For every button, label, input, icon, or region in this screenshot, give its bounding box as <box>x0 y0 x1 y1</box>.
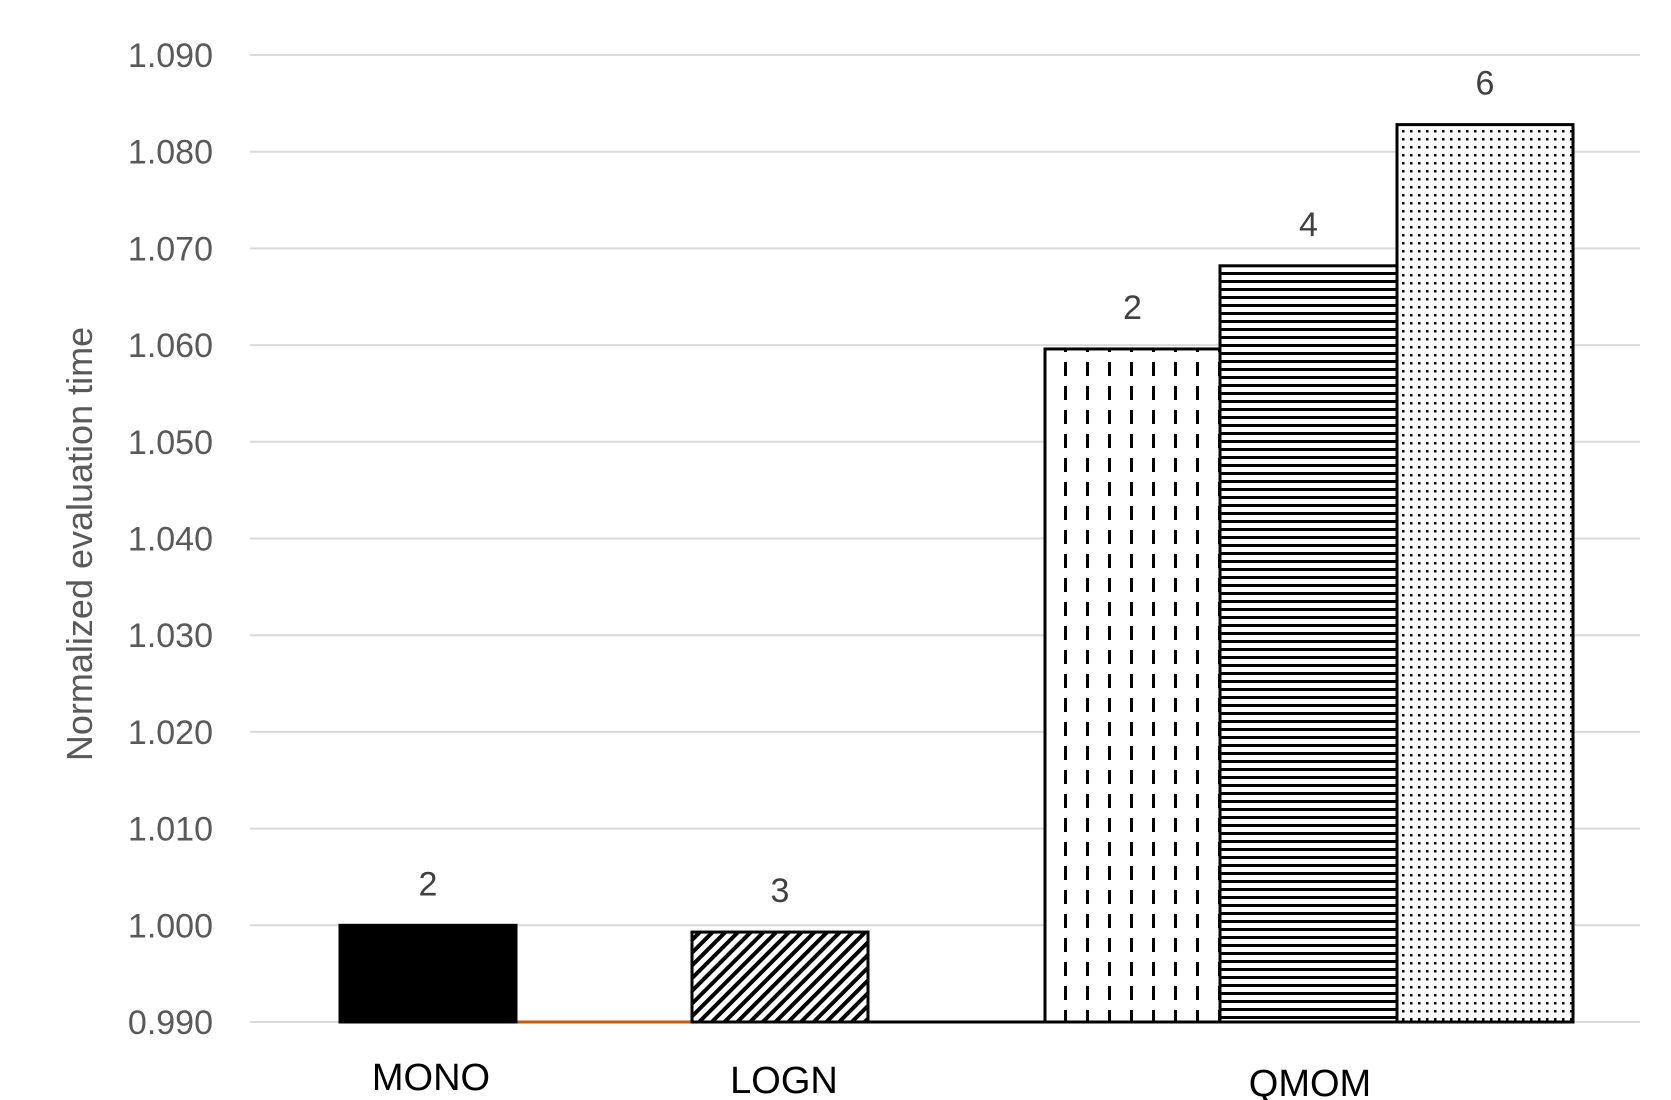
x-category-label: MONO <box>372 1057 490 1099</box>
y-tick-label: 1.050 <box>128 424 213 462</box>
x-axis-categories: MONO LOGN QMOM <box>372 1057 1371 1100</box>
y-tick-label: 1.040 <box>128 521 213 559</box>
y-tick-label: 0.990 <box>128 1004 213 1042</box>
y-tick-label: 1.010 <box>128 811 213 849</box>
bar-qmom-6 <box>1395 123 1575 1024</box>
bar-logn-3 <box>690 930 870 1024</box>
data-labels: 2 3 2 4 6 <box>419 65 1495 910</box>
y-tick-label: 1.090 <box>128 37 213 75</box>
x-category-label: QMOM <box>1249 1063 1371 1100</box>
y-tick-label: 1.080 <box>128 134 213 172</box>
y-tick-label: 1.020 <box>128 714 213 752</box>
y-tick-label: 1.000 <box>128 907 213 945</box>
data-label: 2 <box>419 865 438 903</box>
y-axis-ticks: 0.990 1.000 1.010 1.020 1.030 1.040 1.050 1.060… <box>128 37 213 1042</box>
data-label: 6 <box>1476 65 1495 103</box>
bars <box>338 123 1575 1024</box>
data-label: 3 <box>771 872 790 910</box>
y-tick-label: 1.070 <box>128 230 213 268</box>
y-axis-title: Normalized evaluation time <box>59 327 100 761</box>
bar-mono-2 <box>338 923 518 1024</box>
x-category-label: LOGN <box>730 1060 838 1100</box>
y-tick-label: 1.030 <box>128 617 213 655</box>
data-label: 4 <box>1299 206 1318 244</box>
y-tick-label: 1.060 <box>128 327 213 365</box>
bar-qmom-4 <box>1218 264 1399 1024</box>
data-label: 2 <box>1123 289 1142 327</box>
bar-qmom-2 <box>1043 347 1222 1024</box>
